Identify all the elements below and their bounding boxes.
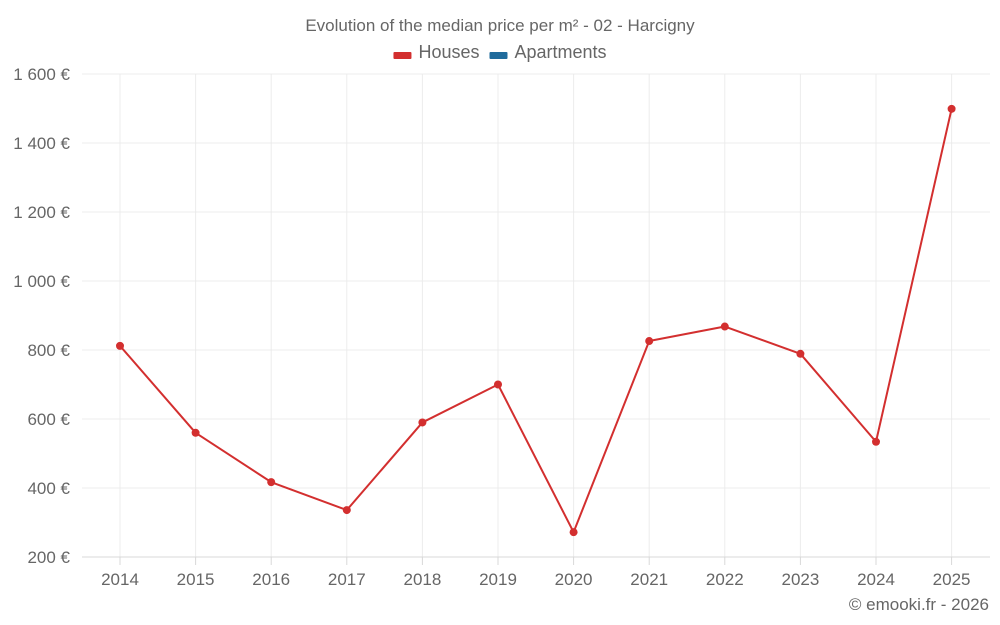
legend: Houses Apartments bbox=[393, 42, 607, 62]
x-tick-label: 2022 bbox=[706, 570, 744, 589]
x-tick-label: 2021 bbox=[630, 570, 668, 589]
data-point-houses-2025[interactable] bbox=[947, 104, 956, 113]
x-tick-label: 2014 bbox=[101, 570, 139, 589]
x-tick-label: 2016 bbox=[252, 570, 290, 589]
x-tick-label: 2015 bbox=[177, 570, 215, 589]
y-tick-label: 400 € bbox=[27, 479, 70, 498]
legend-item-houses[interactable]: Houses bbox=[393, 42, 479, 62]
data-point-houses-2021[interactable] bbox=[645, 337, 654, 346]
y-tick-label: 1 000 € bbox=[13, 272, 70, 291]
x-tick-label: 2017 bbox=[328, 570, 366, 589]
data-point-houses-2024[interactable] bbox=[872, 437, 880, 446]
series-line-houses bbox=[119, 107, 953, 534]
data-point-houses-2023[interactable] bbox=[796, 349, 805, 358]
y-tick-label: 600 € bbox=[27, 410, 70, 429]
data-point-houses-2017[interactable] bbox=[342, 506, 351, 515]
y-tick-label: 1 600 € bbox=[13, 65, 70, 84]
x-tick-label: 2020 bbox=[555, 570, 593, 589]
x-tick-label: 2018 bbox=[403, 570, 441, 589]
data-point-houses-2016[interactable] bbox=[267, 478, 276, 487]
legend-swatch bbox=[489, 52, 508, 59]
legend-label: Houses bbox=[418, 42, 479, 62]
grid-layer bbox=[82, 73, 990, 558]
y-tick-label: 1 400 € bbox=[13, 134, 70, 153]
legend-swatch bbox=[393, 52, 412, 59]
data-point-houses-2018[interactable] bbox=[418, 418, 427, 427]
data-point-houses-2019[interactable] bbox=[494, 380, 502, 389]
y-tick-label: 200 € bbox=[27, 548, 70, 567]
legend-label: Apartments bbox=[514, 42, 606, 62]
footer-credit: © emooki.fr - 2026 bbox=[849, 595, 989, 614]
data-point-houses-2022[interactable] bbox=[720, 322, 729, 331]
x-tick-label: 2019 bbox=[479, 570, 517, 589]
axes-layer: 200 € 400 € 600 € 800 € 1 000 € 1 200 € 1 400 … bbox=[13, 65, 990, 589]
series-layer bbox=[119, 107, 953, 534]
x-tick-label: 2024 bbox=[857, 570, 895, 589]
data-point-houses-2020[interactable] bbox=[569, 528, 578, 537]
y-tick-label: 1 200 € bbox=[13, 203, 70, 222]
x-tick-label: 2025 bbox=[933, 570, 971, 589]
x-tick-label: 2023 bbox=[781, 570, 819, 589]
data-point-houses-2014[interactable] bbox=[116, 341, 124, 350]
chart-title: Evolution of the median price per m² - 0… bbox=[305, 16, 695, 35]
points-layer bbox=[116, 104, 956, 537]
legend-item-apartments[interactable]: Apartments bbox=[489, 42, 607, 62]
data-point-houses-2015[interactable] bbox=[191, 428, 200, 437]
y-tick-label: 800 € bbox=[27, 341, 70, 360]
